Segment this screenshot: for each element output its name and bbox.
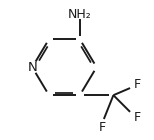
- Text: F: F: [134, 111, 141, 124]
- Text: F: F: [134, 78, 141, 90]
- Text: F: F: [99, 121, 106, 134]
- Text: NH₂: NH₂: [68, 8, 92, 20]
- Text: N: N: [27, 61, 37, 74]
